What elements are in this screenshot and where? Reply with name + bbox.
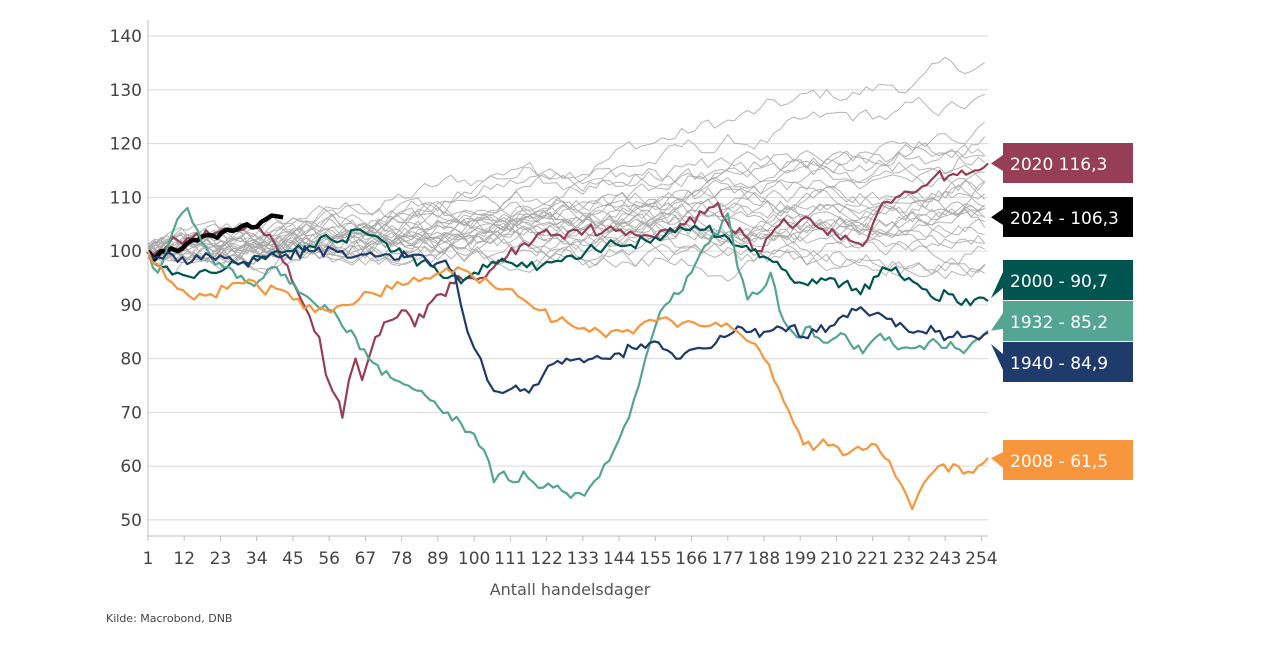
end-label-2008: 2008 - 61,5	[991, 440, 1133, 480]
background-year-line	[147, 148, 986, 257]
x-tick-label: 78	[391, 549, 413, 569]
end-label-text: 2000 - 90,7	[1010, 272, 1108, 292]
x-tick-label: 232	[893, 549, 925, 569]
background-year-line	[147, 164, 986, 257]
background-year-line	[147, 230, 986, 283]
y-tick-label: 100	[110, 242, 142, 262]
background-year-line	[147, 216, 985, 271]
series-line-2008	[146, 250, 989, 511]
x-tick-label: 133	[567, 549, 599, 569]
x-tick-label: 111	[494, 549, 526, 569]
y-tick-label: 130	[110, 81, 142, 101]
end-label-pointer	[991, 313, 1003, 331]
x-tick-label: 56	[318, 549, 340, 569]
end-label-pointer	[991, 452, 1003, 468]
x-tick-label: 89	[427, 549, 449, 569]
source-note: Kilde: Macrobond, DNB	[106, 612, 233, 625]
end-label-2020: 2020 116,3	[991, 143, 1133, 183]
background-year-lines	[147, 56, 986, 283]
x-tick-label: 210	[820, 549, 852, 569]
y-tick-label: 140	[110, 27, 142, 47]
series-line-2024	[146, 213, 284, 262]
end-label-text: 2024 - 106,3	[1010, 209, 1119, 229]
end-label-text: 2008 - 61,5	[1010, 452, 1108, 472]
background-year-line	[147, 180, 985, 276]
end-label-box	[1003, 197, 1133, 237]
background-year-line	[147, 201, 985, 255]
end-label-1940: 1940 - 84,9	[991, 342, 1133, 382]
end-label-2000: 2000 - 90,7	[991, 260, 1133, 300]
end-label-box	[1003, 342, 1133, 382]
x-tick-label: 144	[603, 549, 635, 569]
end-label-pointer	[991, 155, 1003, 171]
y-tick-label: 110	[110, 188, 142, 208]
x-tick-label: 67	[355, 549, 377, 569]
end-label-pointer	[991, 209, 1003, 225]
y-tick-label: 90	[120, 296, 142, 316]
end-label-2024: 2024 - 106,3	[991, 197, 1133, 237]
grid-lines	[148, 35, 988, 521]
series-line-1932	[146, 207, 989, 499]
background-year-line	[147, 200, 986, 253]
end-label-text: 1932 - 85,2	[1010, 313, 1108, 333]
x-tick-label: 243	[929, 549, 961, 569]
x-tick-label: 254	[965, 549, 997, 569]
end-labels: 2020 116,3 2024 - 106,3 2000 - 90,7 1932 - …	[991, 143, 1133, 480]
x-tick-label: 221	[856, 549, 888, 569]
x-tick-label: 1	[143, 549, 154, 569]
background-year-line	[147, 136, 986, 270]
x-tick-label: 12	[173, 549, 195, 569]
x-tick-label: 122	[530, 549, 562, 569]
background-year-line	[147, 140, 986, 253]
end-label-box	[1003, 260, 1133, 300]
end-label-text: 2020 116,3	[1010, 155, 1107, 175]
end-label-box	[1003, 301, 1133, 341]
y-tick-label: 120	[110, 135, 142, 155]
x-tick-label: 34	[246, 549, 268, 569]
background-year-line	[147, 227, 985, 263]
x-tick-label: 45	[282, 549, 304, 569]
series-line-2020	[147, 162, 989, 419]
end-label-box	[1003, 440, 1133, 480]
end-label-pointer	[991, 344, 1003, 370]
background-year-line	[147, 190, 986, 275]
end-label-box	[1003, 143, 1133, 183]
x-axis-title: Antall handelsdager	[490, 580, 651, 599]
end-label-1932: 1932 - 85,2	[991, 301, 1133, 341]
x-tick-label: 23	[210, 549, 232, 569]
series-line-1940	[147, 245, 989, 395]
background-year-line	[147, 93, 985, 252]
highlighted-series	[146, 162, 989, 511]
y-tick-label: 50	[120, 511, 142, 531]
x-tick-label: 155	[639, 549, 671, 569]
background-year-line	[147, 208, 986, 259]
x-tick-label: 199	[784, 549, 816, 569]
x-tick-label: 188	[748, 549, 780, 569]
end-label-pointer	[991, 272, 1003, 298]
x-tick-label: 166	[675, 549, 707, 569]
y-tick-label: 60	[120, 457, 142, 477]
x-tick-label: 100	[458, 549, 490, 569]
x-tick-label: 177	[712, 549, 744, 569]
y-tick-label: 80	[120, 350, 142, 370]
end-label-text: 1940 - 84,9	[1010, 354, 1108, 374]
y-tick-label: 70	[120, 403, 142, 423]
axes: 50 60 70 80 90 100 110 120 130 140 1 12 23 34 45 56 67 78…	[110, 20, 998, 569]
